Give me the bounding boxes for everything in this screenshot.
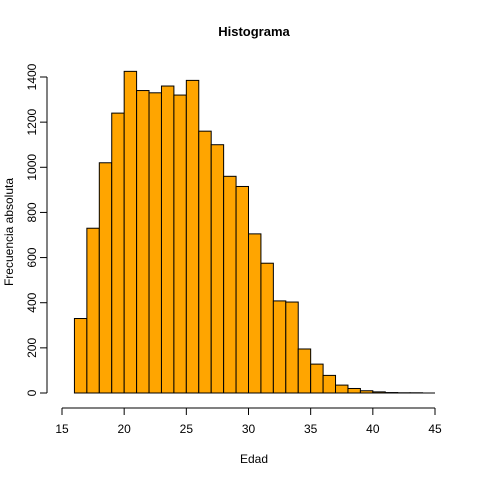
x-tick-label: 40 [366,422,380,436]
x-tick-label: 35 [304,422,318,436]
histogram-bar-3 [111,112,125,394]
histogram-bar-4 [123,70,138,394]
histogram-bar-21 [335,384,349,394]
x-axis: 15 20 25 30 35 40 45 [55,407,442,436]
y-tick-label: 800 [25,202,39,222]
x-tick-label: 15 [55,422,69,436]
histogram-bar-20 [322,374,337,394]
histogram-bar-19 [310,363,324,394]
x-axis-label: Edad [240,452,268,466]
histogram-bar-6 [148,92,162,394]
x-tick-label: 25 [180,422,194,436]
histogram-bar-0 [73,318,88,394]
histogram-bar-13 [235,185,249,394]
histogram-bar-18 [297,348,312,394]
x-tick-label: 45 [428,422,442,436]
y-tick-label: 1000 [25,154,39,181]
histogram-bar-11 [210,144,225,394]
histogram-bar-23 [359,390,374,394]
y-tick-label: 400 [25,292,39,312]
y-tick-label: 600 [25,247,39,267]
histogram-bar-10 [198,130,212,394]
y-tick-label: 1200 [25,108,39,135]
y-axis: 0 200 400 600 800 1000 1200 1400 [25,63,48,396]
x-tick-label: 30 [242,422,256,436]
y-tick-label: 200 [25,338,39,358]
histogram-bar-17 [285,301,299,394]
histogram-bar-5 [136,90,150,394]
y-axis-label: Frecuencia absoluta [2,178,16,286]
bars-group [73,70,435,394]
histogram-bar-9 [185,79,200,394]
histogram-bar-8 [173,94,187,394]
histogram-bar-24 [372,391,386,394]
y-tick-label: 1400 [25,63,39,90]
histogram-bar-12 [223,175,237,394]
histogram-bar-2 [98,162,113,394]
histogram-bar-1 [86,227,100,394]
histogram-bar-16 [272,300,287,394]
histogram-bar-7 [160,85,175,394]
histogram-bar-15 [260,262,274,394]
histogram-bar-22 [347,387,361,394]
y-tick-label: 0 [25,389,39,396]
chart-title: Histograma [218,24,290,39]
x-tick-label: 20 [117,422,131,436]
histogram-bar-14 [248,233,262,394]
